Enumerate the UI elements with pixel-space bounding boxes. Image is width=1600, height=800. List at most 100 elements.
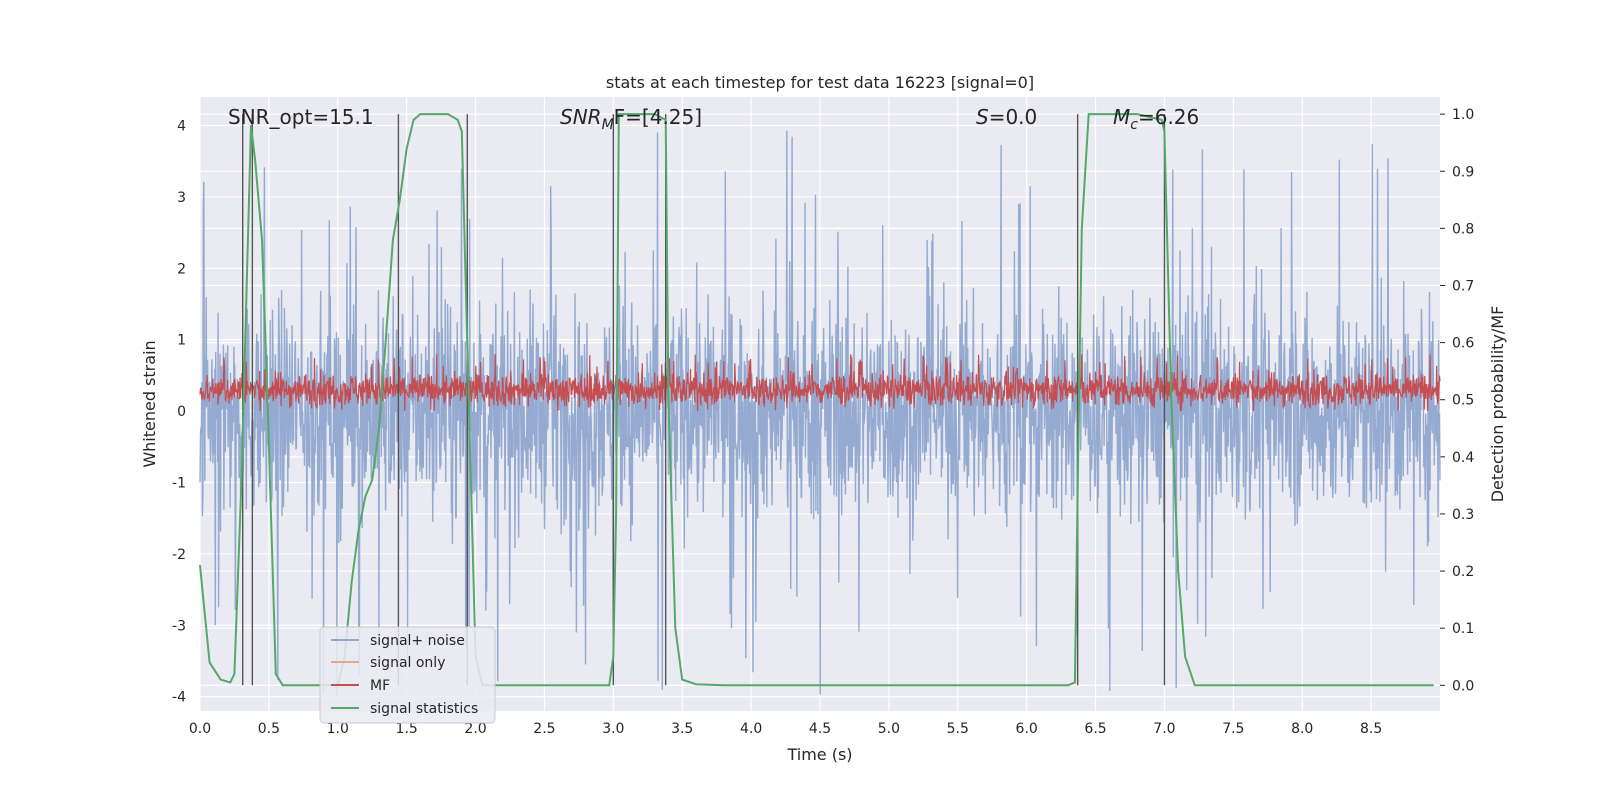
x-tick-0: 0.0 <box>189 721 211 737</box>
signal-statistics-point-3 <box>229 681 232 684</box>
y-tick-left-7: 3 <box>177 190 186 206</box>
annotation-s: S=0.0 <box>976 105 1037 129</box>
y-tick-right-2: 0.2 <box>1452 564 1474 580</box>
signal-statistics-point-37 <box>618 113 620 115</box>
y-tick-right-0: 0.0 <box>1452 678 1474 694</box>
signal-statistics-point-53 <box>1163 130 1166 133</box>
y-tick-right-5: 0.5 <box>1452 393 1474 409</box>
x-tick-15: 7.5 <box>1222 721 1244 737</box>
y-tick-labels-left: -4 -3 -2 -1 0 1 2 3 4 <box>172 119 186 706</box>
signal-statistics-point-1 <box>208 661 211 664</box>
y-tick-right-4: 0.4 <box>1452 450 1474 466</box>
legend-label-signal-statistics: signal statistics <box>370 701 478 717</box>
signal-statistics-point-55 <box>1177 570 1179 572</box>
signal-statistics-point-56 <box>1184 655 1186 658</box>
signal-statistics-point-2 <box>219 678 222 681</box>
y-tick-left-5: 1 <box>177 333 186 349</box>
series-signal-noise-line <box>199 130 1441 696</box>
signal-statistics-point-30 <box>467 398 470 401</box>
x-tick-9: 4.5 <box>809 721 831 737</box>
signal-statistics-point-28 <box>456 119 459 121</box>
signal-statistics-point-49 <box>1081 227 1083 230</box>
series-mf <box>199 354 1441 412</box>
x-tick-labels: 0.0 0.5 1.0 1.5 2.0 2.5 3.0 3.5 4.0 4.5 5.0 5.5 6.0 6… <box>189 721 1382 737</box>
x-tick-8: 4.0 <box>740 721 762 737</box>
y-tick-labels-right: 0.0 0.1 0.2 0.3 0.4 0.5 0.6 0.7 0.8 0.9 1.0 <box>1452 107 1474 694</box>
signal-statistics-point-23 <box>405 147 408 150</box>
series-mf-line <box>199 354 1441 412</box>
x-tick-6: 3.0 <box>602 721 624 737</box>
signal-statistics-point-20 <box>385 336 387 338</box>
signal-statistics-point-10 <box>275 673 277 675</box>
x-tick-5: 2.5 <box>533 721 555 737</box>
signal-statistics-point-21 <box>392 239 394 241</box>
signal-statistics-point-44 <box>695 683 697 685</box>
y-tick-left-0: -4 <box>172 690 186 706</box>
signal-statistics-point-4 <box>233 673 236 675</box>
chart-title: stats at each timestep for test data 162… <box>606 73 1034 92</box>
y-tick-right-3: 0.3 <box>1452 507 1474 523</box>
y-tick-left-8: 4 <box>177 119 186 135</box>
y-tick-right-7: 0.7 <box>1452 278 1474 294</box>
signal-statistics-point-19 <box>378 427 380 430</box>
signal-statistics-point-7 <box>254 159 256 161</box>
signal-statistics-point-15 <box>350 581 353 584</box>
signal-statistics-point-58 <box>1432 684 1434 687</box>
signal-statistics-point-16 <box>357 530 360 532</box>
x-tick-16: 8.0 <box>1291 721 1313 737</box>
signal-statistics-point-26 <box>433 113 436 115</box>
signal-statistics-point-0 <box>199 564 201 567</box>
annotation-snr-mf: SNRMF=[4.25] <box>560 105 702 133</box>
x-tick-17: 8.5 <box>1360 721 1382 737</box>
signal-statistics-point-24 <box>412 119 415 121</box>
y-tick-left-1: -3 <box>172 618 186 634</box>
signal-statistics-point-6 <box>250 124 252 127</box>
signal-statistics-point-48 <box>1078 398 1080 401</box>
signal-statistics-point-54 <box>1170 398 1173 401</box>
y-axis-label-right: Detection probability/MF <box>1488 306 1507 503</box>
signal-statistics-point-57 <box>1194 684 1196 687</box>
x-tick-2: 1.0 <box>327 721 349 737</box>
signal-statistics-point-47 <box>1074 681 1076 684</box>
x-tick-4: 2.0 <box>464 721 486 737</box>
signal-statistics-point-36 <box>615 513 617 515</box>
signal-statistics-point-46 <box>1067 684 1069 687</box>
legend-label-signal-only: signal only <box>370 655 445 671</box>
signal-statistics-point-40 <box>664 119 667 121</box>
x-axis-label: Time (s) <box>786 745 852 764</box>
signal-statistics-point-25 <box>419 113 422 115</box>
x-tick-1: 0.5 <box>258 721 280 737</box>
annotation-mc: Mc=6.26 <box>1113 105 1199 133</box>
x-tick-14: 7.0 <box>1153 721 1175 737</box>
y-tick-right-1: 0.1 <box>1452 621 1474 637</box>
legend-label-signal-noise: signal+ noise <box>370 633 465 649</box>
signal-statistics-point-18 <box>371 478 374 481</box>
signal-statistics-point-5 <box>240 484 243 487</box>
x-tick-13: 6.5 <box>1084 721 1106 737</box>
signal-statistics-point-8 <box>261 239 263 241</box>
signal-statistics-point-11 <box>281 684 284 687</box>
legend-box <box>319 626 496 724</box>
signal-statistics-point-17 <box>364 496 367 498</box>
signal-statistics-point-38 <box>626 113 628 115</box>
x-tick-3: 1.5 <box>396 721 418 737</box>
y-tick-right-8: 0.8 <box>1452 221 1474 237</box>
series-signal-statistics <box>199 113 1434 687</box>
signal-statistics-point-33 <box>543 684 546 687</box>
signal-statistics-point-35 <box>612 655 615 658</box>
y-tick-left-2: -2 <box>172 547 186 563</box>
y-tick-left-6: 2 <box>177 261 186 277</box>
signal-statistics-point-45 <box>722 684 725 687</box>
y-tick-right-6: 0.6 <box>1452 336 1474 352</box>
y-tick-left-4: 0 <box>177 404 186 420</box>
x-tick-7: 3.5 <box>671 721 693 737</box>
x-tick-11: 5.5 <box>947 721 969 737</box>
signal-statistics-point-27 <box>447 113 449 115</box>
signal-statistics-point-42 <box>674 627 677 629</box>
legend: signal+ noise signal only MF signal stat… <box>319 626 496 724</box>
y-tick-right-10: 1.0 <box>1452 107 1474 123</box>
signal-statistics-point-34 <box>608 684 610 687</box>
signal-statistics-point-43 <box>681 678 683 681</box>
y-axis-label-left: Whitened strain <box>140 340 159 467</box>
